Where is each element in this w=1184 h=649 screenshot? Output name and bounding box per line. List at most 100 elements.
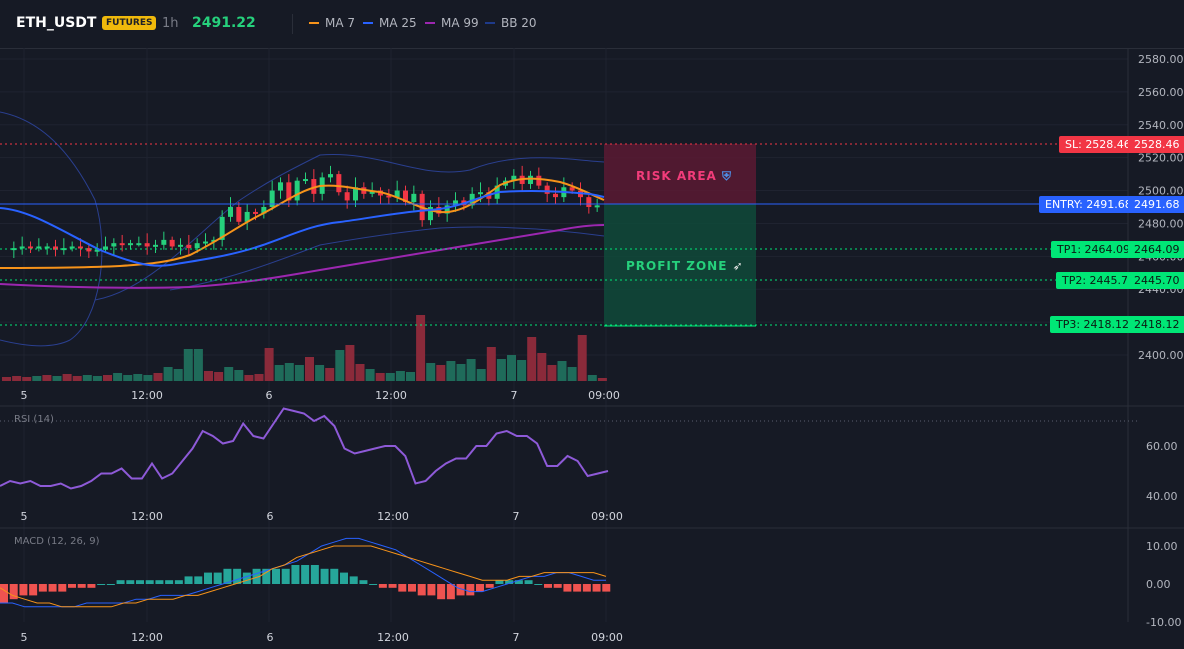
rsi-line xyxy=(0,407,609,490)
candle-body xyxy=(386,195,392,198)
candle-body xyxy=(478,192,483,195)
macd-hist-bar xyxy=(233,568,242,584)
time-label: 12:00 xyxy=(131,510,163,523)
macd-hist-bar xyxy=(505,580,514,584)
volume-bar xyxy=(294,365,304,381)
candle-body xyxy=(203,241,208,244)
candle-body xyxy=(44,246,50,249)
candle-body xyxy=(303,179,308,182)
candle-body xyxy=(353,187,358,201)
time-label: 12:00 xyxy=(377,510,409,523)
macd-label: MACD (12, 26, 9) xyxy=(14,536,100,547)
candle-body xyxy=(569,187,575,191)
candle-body xyxy=(103,246,108,250)
volume-bar xyxy=(42,375,52,381)
candle-body xyxy=(536,175,542,186)
volume-bar xyxy=(385,373,395,381)
volume-bar xyxy=(365,369,375,381)
macd-hist-bar xyxy=(165,580,174,584)
volume-bar xyxy=(22,377,32,381)
rsi-tick-label: 40.00 xyxy=(1146,490,1178,503)
time-label: 12:00 xyxy=(377,631,409,644)
volume-bar xyxy=(375,373,385,381)
macd-hist-bar xyxy=(291,565,300,584)
candle-body xyxy=(528,175,533,184)
volume-bar xyxy=(527,337,537,381)
volume-bar xyxy=(315,365,325,381)
volume-bar xyxy=(466,359,476,381)
candle-body xyxy=(36,246,42,249)
volume-bar xyxy=(486,347,496,381)
candle-body xyxy=(344,192,350,201)
macd-pane: 10.00 0.00 -10.00 xyxy=(0,537,1181,629)
volume-bar xyxy=(345,345,355,381)
candle-body xyxy=(586,197,592,207)
volume-bar xyxy=(123,375,133,381)
volume-bar xyxy=(557,361,567,381)
macd-hist-bar xyxy=(417,584,426,596)
ma25-swatch xyxy=(363,22,373,24)
volume-bar xyxy=(305,357,314,381)
rsi-tick-label: 60.00 xyxy=(1146,440,1178,453)
rsi-pane: 60.00 40.00 xyxy=(0,407,1178,503)
bb20-swatch xyxy=(485,22,495,24)
volume-bar xyxy=(193,349,203,381)
macd-hist-bar xyxy=(272,568,280,584)
macd-hist-bar xyxy=(87,584,96,588)
macd-hist-bar xyxy=(388,584,397,588)
macd-hist-bar xyxy=(340,572,348,584)
time-label: 6 xyxy=(267,510,274,523)
macd-hist-bar xyxy=(136,580,144,584)
macd-hist-bar xyxy=(553,584,562,588)
legend-bb20[interactable]: BB 20 xyxy=(485,16,537,30)
profit-zone xyxy=(604,204,756,326)
time-label: 6 xyxy=(267,631,274,644)
volume-bar xyxy=(335,350,345,381)
tp1-tag: TP1: 2464.09 xyxy=(1051,241,1137,258)
volume-bar xyxy=(143,375,153,381)
volume-bar xyxy=(577,335,587,381)
candle-body xyxy=(294,180,300,201)
timeframe-selector[interactable]: 1h xyxy=(162,16,179,31)
macd-hist-bar xyxy=(116,580,125,584)
candle-body xyxy=(61,248,67,251)
volume-bar xyxy=(224,367,234,381)
grid-lines xyxy=(0,48,1128,622)
macd-tick-label: 10.00 xyxy=(1146,540,1178,553)
macd-hist-bar xyxy=(408,584,416,592)
macd-hist-bar xyxy=(602,584,611,592)
macd-hist-bar xyxy=(582,584,591,592)
candle-body xyxy=(261,207,267,214)
candle-body xyxy=(169,239,175,247)
macd-hist-bar xyxy=(106,584,115,585)
legend-ma25[interactable]: MA 25 xyxy=(363,16,417,30)
macd-hist-bar xyxy=(262,568,271,584)
legend-ma99[interactable]: MA 99 xyxy=(425,16,479,30)
sl-tag: SL: 2528.46 xyxy=(1059,136,1137,153)
profit-zone-text: PROFIT ZONE xyxy=(626,259,728,273)
macd-hist-bar xyxy=(242,572,251,584)
ma99-swatch xyxy=(425,22,435,24)
legend-ma25-label: MA 25 xyxy=(379,16,417,30)
candle-body xyxy=(403,190,408,203)
macd-hist-bar xyxy=(466,584,475,596)
candle-body xyxy=(286,182,292,201)
candle-body xyxy=(428,207,433,221)
price-tick-label: 2520.00 xyxy=(1138,152,1184,165)
volume-bar xyxy=(204,371,213,381)
macd-hist-bar xyxy=(48,584,57,592)
time-label: 7 xyxy=(511,389,518,402)
macd-hist-bar xyxy=(38,584,47,592)
symbol-name[interactable]: ETH_USDT xyxy=(16,15,97,31)
legend-ma7[interactable]: MA 7 xyxy=(309,16,355,30)
time-label: 7 xyxy=(513,631,520,644)
volume-bar xyxy=(355,364,365,381)
candle-body xyxy=(453,200,458,206)
macd-hist-bar xyxy=(378,584,387,588)
candle-body xyxy=(178,244,183,247)
volume-bar xyxy=(12,376,22,381)
macd-hist-bar xyxy=(495,580,504,584)
risk-area-label: RISK AREA ⛨ xyxy=(636,169,732,184)
last-price: 2491.22 xyxy=(192,15,256,31)
